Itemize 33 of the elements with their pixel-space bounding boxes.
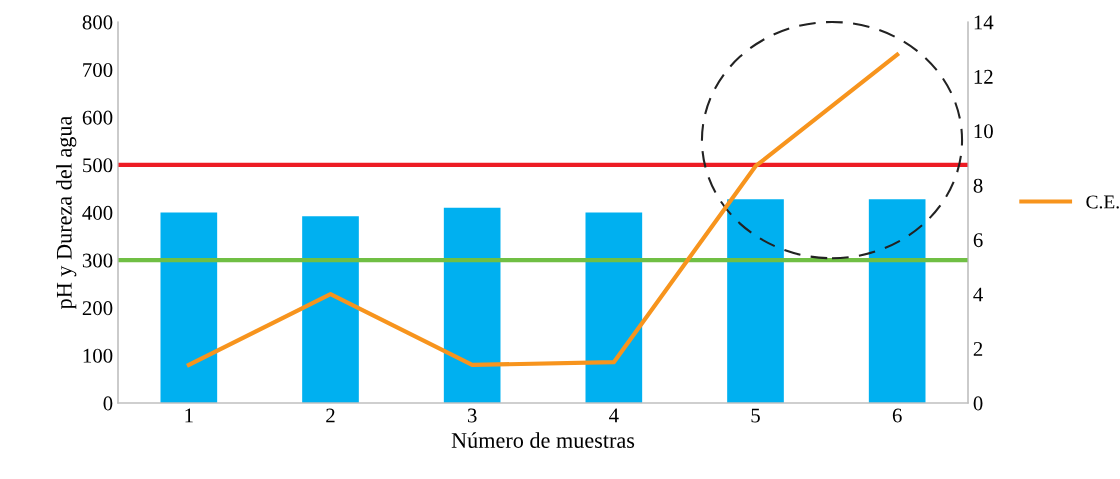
y2-tick-label: 0: [973, 396, 983, 411]
y2-tick-label: 4: [973, 287, 983, 302]
y2-tick-label: 10: [974, 124, 993, 139]
x-tick-label: 4: [609, 408, 619, 423]
y-tick-label: 0: [103, 396, 113, 411]
y-tick-label: 600: [82, 110, 113, 125]
y2-tick-label: 12: [974, 69, 993, 84]
legend-label: C.E.: [1086, 195, 1119, 209]
bar: [868, 199, 926, 403]
y-tick-label: 400: [82, 205, 113, 220]
y-tick-label: 500: [83, 158, 113, 173]
bar: [302, 216, 359, 403]
bar: [160, 212, 218, 403]
y2-tick-label: 6: [973, 233, 983, 248]
y-axis-title: pH y Dureza del agua: [56, 115, 77, 310]
x-tick-label: 5: [751, 408, 760, 423]
y-tick-label: 700: [83, 63, 113, 78]
y-tick-label: 800: [82, 15, 113, 30]
y2-tick-label: 2: [973, 342, 983, 356]
x-tick-label: 6: [892, 408, 902, 423]
y-tick-label: 100: [83, 348, 113, 363]
y-tick-label: 200: [82, 301, 113, 316]
x-tick-label: 1: [185, 408, 193, 423]
x-axis-title: Número de muestras: [451, 432, 635, 448]
line-series: [186, 52, 900, 367]
bar: [585, 212, 643, 403]
y2-tick-label: 8: [973, 178, 983, 193]
x-tick-label: 3: [467, 408, 477, 423]
y2-tick-label: 14: [974, 15, 994, 30]
y-tick-label: 300: [82, 253, 113, 268]
bar: [727, 199, 784, 403]
bar: [443, 207, 501, 403]
x-tick-label: 2: [326, 408, 335, 423]
